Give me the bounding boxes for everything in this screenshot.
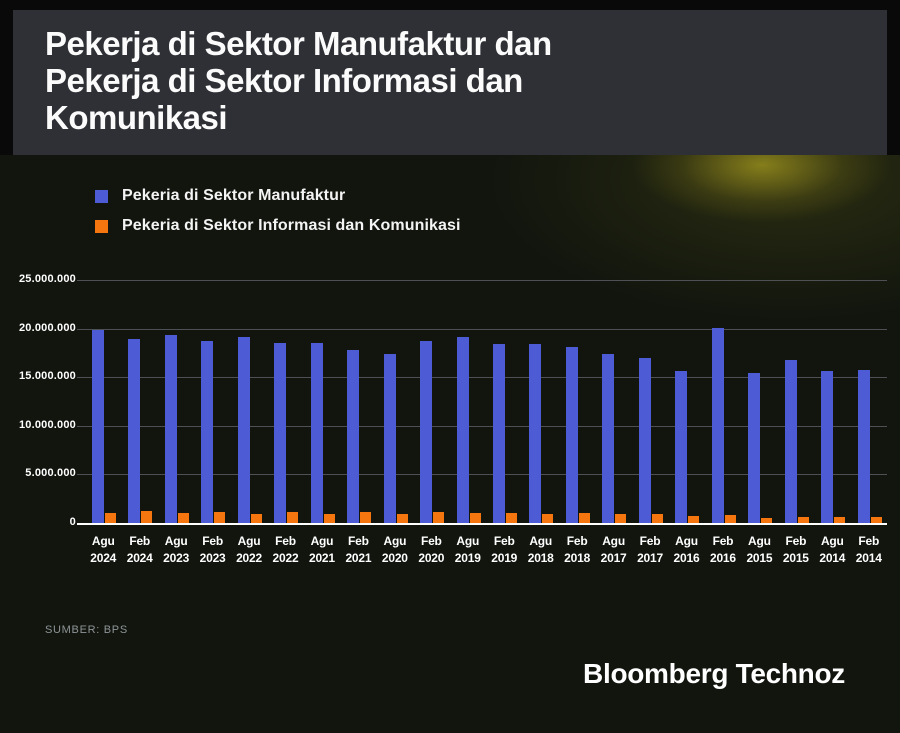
y-tick-label: 20.000.000 bbox=[18, 321, 76, 334]
bar-manufaktur bbox=[310, 342, 323, 523]
x-tick-label: Agu 2021 bbox=[308, 534, 335, 565]
bar-informasi bbox=[870, 516, 882, 523]
x-tick-label: Feb 2020 bbox=[418, 534, 445, 565]
y-gridline bbox=[77, 377, 887, 379]
x-tick-label: Feb 2017 bbox=[637, 534, 663, 565]
bar-manufaktur bbox=[164, 334, 177, 523]
x-axis-line bbox=[77, 523, 887, 525]
title-line-2: Pekerja di Sektor Informasi dan bbox=[45, 62, 523, 99]
bar-manufaktur bbox=[128, 339, 141, 523]
y-tick-label: 25.000.000 bbox=[18, 273, 76, 285]
x-tick-label: Agu 2014 bbox=[819, 534, 846, 565]
chart-panel: Pekeria di Sektor Manufaktur Pekeria di … bbox=[0, 155, 900, 733]
bar-informasi bbox=[506, 513, 517, 523]
bar-manufaktur bbox=[711, 328, 724, 523]
bar-informasi bbox=[761, 517, 773, 523]
bar-informasi bbox=[105, 513, 116, 523]
x-tick-label: Feb 2018 bbox=[564, 534, 591, 565]
title-band: Pekerja di Sektor Manufaktur dan Pekerja… bbox=[13, 10, 887, 155]
y-gridline bbox=[77, 474, 887, 476]
bar-informasi bbox=[360, 512, 372, 523]
x-tick-label: Feb 2015 bbox=[782, 534, 809, 565]
bar-manufaktur bbox=[748, 372, 761, 523]
bar-manufaktur bbox=[456, 336, 469, 523]
y-tick-label: 15.000.000 bbox=[18, 370, 76, 383]
x-tick-label: Feb 2023 bbox=[199, 534, 226, 565]
x-tick-label: Agu 2016 bbox=[673, 534, 700, 565]
bar-informasi bbox=[433, 512, 445, 523]
bar-manufaktur bbox=[821, 371, 834, 523]
plot-area bbox=[77, 280, 887, 525]
bar-manufaktur bbox=[274, 342, 287, 523]
bar-manufaktur bbox=[383, 353, 396, 523]
brand-logo: Bloomberg Technoz bbox=[583, 658, 845, 689]
x-tick-label: Agu 2015 bbox=[746, 534, 773, 565]
bar-manufaktur bbox=[420, 340, 433, 523]
y-gridline bbox=[77, 280, 887, 281]
bar-informasi bbox=[578, 513, 590, 523]
bar-informasi bbox=[141, 511, 153, 523]
bar-manufaktur bbox=[529, 344, 542, 523]
page-title: Pekerja di Sektor Manufaktur dan Pekerja… bbox=[13, 10, 887, 136]
y-tick-label: 0 bbox=[69, 516, 76, 528]
legend-swatch-manufaktur-icon bbox=[95, 189, 108, 203]
bar-informasi bbox=[834, 517, 846, 523]
x-tick-label: Agu 2018 bbox=[527, 534, 554, 565]
x-tick-label: Feb 2021 bbox=[345, 534, 372, 565]
legend-item-manufaktur: Pekeria di Sektor Manufaktur bbox=[95, 186, 461, 206]
x-tick-label: Agu 2024 bbox=[90, 534, 117, 565]
bar-manufaktur bbox=[92, 329, 104, 523]
bar-informasi bbox=[214, 511, 226, 523]
bar-informasi bbox=[615, 514, 627, 523]
bar-informasi bbox=[688, 516, 700, 523]
x-tick-label: Feb 2014 bbox=[855, 534, 882, 565]
chart-legend: Pekeria di Sektor Manufaktur Pekeria di … bbox=[95, 186, 461, 246]
bar-manufaktur bbox=[784, 360, 797, 523]
title-line-1: Pekerja di Sektor Manufaktur dan bbox=[45, 25, 552, 62]
bar-informasi bbox=[469, 513, 481, 523]
x-tick-label: Feb 2022 bbox=[272, 534, 299, 565]
x-tick-label: Agu 2019 bbox=[454, 534, 481, 565]
bar-manufaktur bbox=[493, 343, 505, 523]
bar-manufaktur bbox=[857, 369, 870, 523]
legend-swatch-informasi-icon bbox=[95, 219, 108, 233]
x-tick-label: Feb 2016 bbox=[709, 534, 736, 565]
y-tick-label: 5.000.000 bbox=[25, 467, 76, 480]
title-line-3: Komunikasi bbox=[45, 99, 228, 136]
bar-informasi bbox=[724, 515, 736, 523]
bar-manufaktur bbox=[237, 337, 250, 523]
y-axis: 0 5.000.000 10.000.000 15.000.000 20.000.000… bbox=[0, 273, 78, 528]
x-tick-label: Agu 2022 bbox=[236, 534, 262, 565]
y-tick-label: 10.000.000 bbox=[18, 418, 76, 431]
y-gridline bbox=[77, 328, 887, 330]
x-tick-label: Agu 2023 bbox=[163, 534, 190, 565]
bar-informasi bbox=[651, 514, 663, 523]
bar-manufaktur bbox=[201, 340, 214, 523]
x-tick-label: Feb 2019 bbox=[491, 534, 518, 565]
bar-informasi bbox=[287, 512, 299, 523]
legend-item-informasi: Pekeria di Sektor Informasi dan Komunika… bbox=[95, 216, 461, 236]
legend-label: Pekeria di Sektor Informasi dan Komunika… bbox=[122, 217, 461, 234]
bar-manufaktur bbox=[565, 347, 578, 523]
x-tick-label: Agu 2017 bbox=[600, 534, 627, 565]
bar-manufaktur bbox=[347, 349, 360, 523]
bar-informasi bbox=[177, 513, 189, 523]
bar-informasi bbox=[542, 514, 554, 523]
bar-informasi bbox=[250, 513, 262, 523]
bar-manufaktur bbox=[638, 357, 651, 523]
legend-label: Pekeria di Sektor Manufaktur bbox=[122, 187, 346, 204]
x-tick-label: Feb 2024 bbox=[126, 534, 153, 565]
bar-informasi bbox=[797, 516, 809, 523]
bar-manufaktur bbox=[602, 353, 615, 523]
y-gridline bbox=[77, 425, 887, 427]
x-tick-label: Agu 2020 bbox=[381, 534, 408, 565]
bar-informasi bbox=[323, 513, 335, 523]
bar-informasi bbox=[396, 513, 408, 523]
x-axis: Agu 2024 Feb 2024 Agu 2023 Feb 2023 Agu 2022… bbox=[85, 533, 887, 573]
bar-manufaktur bbox=[675, 371, 688, 523]
source-note: SUMBER: BPS bbox=[45, 624, 128, 636]
